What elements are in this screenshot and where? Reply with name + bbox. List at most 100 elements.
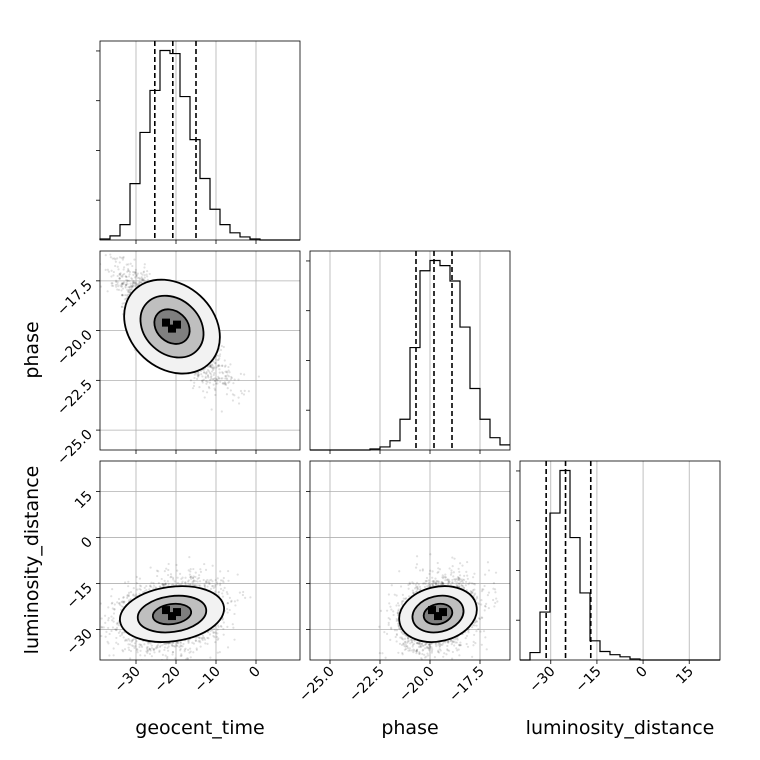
sample-point bbox=[195, 377, 199, 381]
sample-point bbox=[115, 280, 118, 284]
sample-point bbox=[139, 585, 143, 588]
sample-point bbox=[227, 369, 230, 372]
sample-point bbox=[123, 301, 126, 305]
sample-point bbox=[161, 583, 164, 586]
sample-point bbox=[118, 277, 121, 280]
sample-point bbox=[189, 650, 192, 653]
sample-point bbox=[130, 285, 133, 288]
sample-point bbox=[108, 632, 111, 636]
sample-point bbox=[110, 595, 113, 598]
sample-point bbox=[141, 273, 144, 276]
sample-point bbox=[210, 408, 213, 411]
x-axis-label-geocent-time: geocent_time bbox=[135, 717, 264, 739]
sample-point bbox=[189, 570, 192, 573]
sample-point bbox=[129, 284, 132, 287]
sample-point bbox=[129, 657, 132, 660]
sample-point bbox=[125, 283, 128, 287]
sample-point bbox=[176, 644, 179, 648]
x-tick-label-luminosity_distance-0: −30 bbox=[526, 664, 558, 696]
sample-point bbox=[191, 581, 194, 584]
sample-point bbox=[142, 270, 146, 273]
sample-point bbox=[205, 372, 208, 375]
sample-point bbox=[222, 589, 225, 592]
sample-point bbox=[119, 284, 122, 287]
sample-point bbox=[116, 283, 119, 286]
sample-point bbox=[216, 632, 219, 635]
sample-point bbox=[216, 379, 219, 382]
sample-point bbox=[127, 591, 131, 594]
sample-point bbox=[185, 658, 188, 660]
sample-point bbox=[171, 644, 174, 647]
sample-point bbox=[159, 644, 162, 647]
sample-point bbox=[116, 281, 119, 284]
sample-point bbox=[132, 281, 135, 285]
sample-point bbox=[221, 595, 225, 598]
sample-point bbox=[110, 269, 113, 272]
sample-point bbox=[212, 627, 216, 630]
sample-point bbox=[212, 368, 215, 372]
sample-point bbox=[157, 581, 160, 585]
sample-point bbox=[120, 605, 123, 608]
sample-point bbox=[214, 358, 217, 361]
sample-point bbox=[133, 258, 136, 261]
sample-point bbox=[163, 583, 166, 586]
sample-point bbox=[218, 357, 221, 360]
sample-point bbox=[212, 383, 215, 386]
sample-point bbox=[229, 378, 233, 381]
sample-point bbox=[221, 364, 224, 368]
sample-point bbox=[118, 273, 122, 276]
sample-point bbox=[225, 377, 228, 380]
sample-point bbox=[140, 661, 142, 663]
sample-point bbox=[125, 294, 128, 297]
sample-point bbox=[156, 644, 160, 647]
sample-point bbox=[130, 288, 133, 291]
sample-point bbox=[214, 590, 217, 593]
sample-point bbox=[111, 588, 114, 591]
sample-point bbox=[203, 584, 206, 587]
sample-point bbox=[167, 562, 170, 566]
y-axis-label-phase: phase bbox=[21, 321, 43, 378]
samples-phase_vs_geocent_time bbox=[100, 253, 261, 413]
sample-point bbox=[194, 571, 197, 574]
x-axis-label-luminosity-distance: luminosity_distance bbox=[526, 717, 715, 739]
sample-point bbox=[100, 602, 103, 605]
sample-point bbox=[116, 257, 119, 260]
sample-point bbox=[131, 281, 134, 284]
sample-point bbox=[134, 271, 137, 274]
sample-point bbox=[198, 574, 201, 577]
sample-point bbox=[150, 585, 153, 588]
sample-point bbox=[121, 282, 124, 286]
sample-point bbox=[200, 373, 203, 376]
sample-point bbox=[131, 284, 134, 287]
sample-point bbox=[117, 288, 121, 291]
sample-point bbox=[156, 646, 159, 649]
sample-point bbox=[173, 580, 176, 583]
sample-point bbox=[138, 276, 141, 279]
sample-point bbox=[202, 636, 205, 639]
sample-point bbox=[212, 377, 215, 381]
sample-point bbox=[233, 378, 236, 381]
sample-point bbox=[190, 575, 193, 578]
sample-point bbox=[128, 273, 131, 276]
sample-point bbox=[216, 651, 219, 654]
sample-point bbox=[125, 281, 128, 284]
sample-point bbox=[111, 626, 115, 629]
sample-point bbox=[122, 282, 125, 285]
sample-point bbox=[208, 387, 211, 390]
sample-point bbox=[126, 270, 129, 273]
sample-point bbox=[202, 378, 205, 381]
marginal-luminosity_distance-bg bbox=[520, 461, 720, 660]
sample-point bbox=[242, 393, 246, 396]
sample-point bbox=[125, 283, 128, 287]
sample-point bbox=[114, 264, 117, 268]
sample-point bbox=[233, 638, 236, 641]
sample-point bbox=[206, 380, 209, 383]
sample-point bbox=[202, 390, 205, 393]
sample-point bbox=[135, 275, 138, 278]
sample-point bbox=[220, 625, 223, 628]
sample-point bbox=[112, 284, 115, 288]
sample-point bbox=[224, 377, 227, 380]
sample-point bbox=[111, 257, 114, 260]
sample-point bbox=[186, 657, 189, 660]
sample-point bbox=[183, 648, 186, 651]
